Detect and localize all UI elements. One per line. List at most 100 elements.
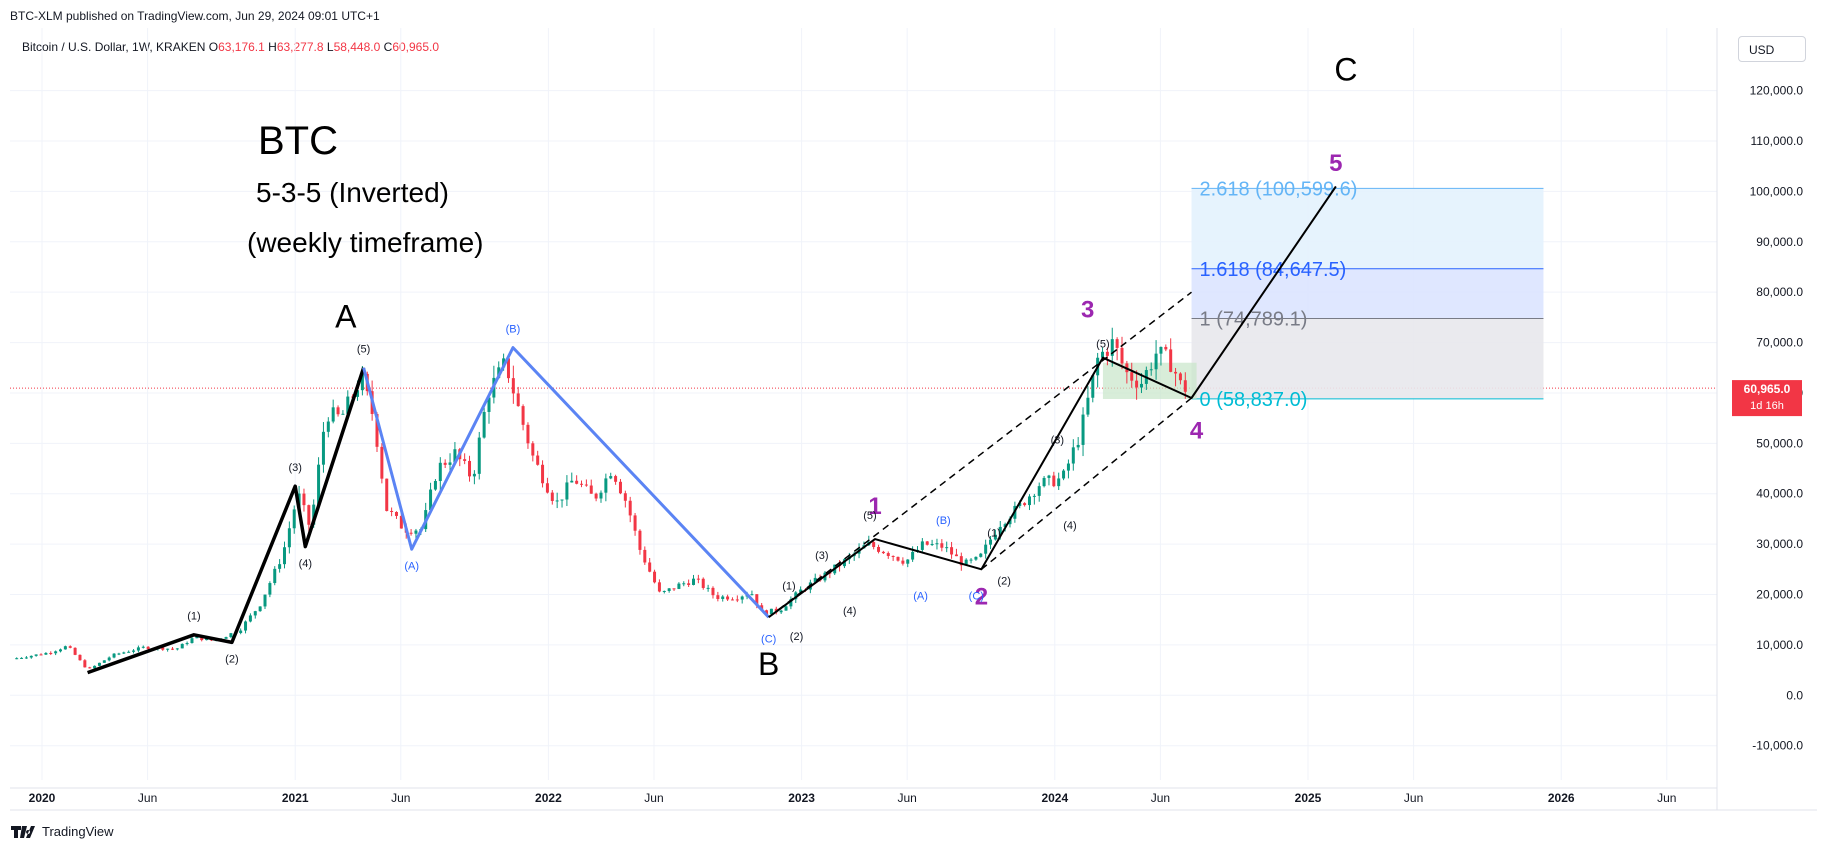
candle-body [195, 636, 199, 639]
candle-body [282, 547, 286, 565]
wave-label: (5) [1096, 339, 1109, 351]
wave-label: 3 [1081, 296, 1094, 323]
candle-body [356, 390, 360, 397]
symbol-legend: Bitcoin / U.S. Dollar, 1W, KRAKEN O63,17… [22, 40, 439, 54]
candle-body [545, 483, 549, 493]
candle-body [34, 654, 38, 656]
ohlc-low-value: 58,448.0 [333, 40, 381, 54]
candle-body [993, 534, 997, 540]
x-tick-label: Jun [138, 791, 157, 805]
candle-body [1164, 346, 1168, 350]
wave-b-line [362, 346, 770, 619]
candle-body [877, 546, 881, 552]
candle-body [68, 646, 72, 648]
candle-body [570, 480, 574, 483]
fib-band [1191, 268, 1544, 319]
candle-body [443, 462, 447, 465]
candle-body [940, 543, 944, 548]
candle-body [336, 407, 340, 415]
candle-body [321, 431, 325, 465]
annotation-title: BTC [258, 119, 338, 163]
candle-body [594, 493, 598, 499]
candle-body [984, 544, 988, 554]
ohlc-high-value: 63,277.8 [276, 40, 324, 54]
x-tick-label: 2024 [1041, 791, 1068, 805]
candle-body [925, 541, 929, 545]
candle-body [692, 578, 696, 585]
wave-label: B [758, 646, 779, 682]
candle-body [1086, 397, 1090, 415]
candle-body [73, 647, 77, 655]
candle-body [487, 397, 491, 412]
candle-body [170, 648, 174, 650]
candle-body [380, 446, 384, 479]
candle-body [200, 636, 204, 641]
candle-body [677, 583, 681, 589]
wave-label: 5 [1329, 150, 1342, 177]
candle-body [229, 633, 233, 638]
candle-body [258, 606, 262, 612]
wave-label: (C) [969, 591, 984, 603]
symbol-name: Bitcoin / U.S. Dollar, 1W, KRAKEN [22, 40, 206, 54]
wave-label: (3) [288, 462, 301, 474]
y-tick-label: 80,000.0 [1756, 285, 1803, 299]
candle-body [1169, 349, 1173, 372]
candle-body [448, 462, 452, 465]
candle-body [409, 532, 413, 534]
fib-band [1191, 188, 1544, 269]
candle-body [341, 413, 345, 415]
candle-body [317, 464, 321, 505]
candle-body [1174, 371, 1178, 374]
candle-body [307, 505, 311, 525]
x-tick-label: Jun [644, 791, 663, 805]
y-tick-label: 110,000.0 [1751, 134, 1804, 148]
candle-body [740, 596, 744, 600]
candle-body [789, 599, 793, 607]
candle-body [964, 559, 968, 566]
candle-body [472, 473, 476, 477]
candle-body [1027, 496, 1031, 506]
currency-button[interactable]: USD [1738, 36, 1806, 62]
candle-body [1037, 486, 1041, 496]
y-tick-label: 50,000.0 [1756, 436, 1803, 450]
candle-body [653, 571, 657, 583]
y-tick-label: 90,000.0 [1756, 235, 1803, 249]
candle-body [1105, 351, 1109, 356]
wave-label: (2) [790, 631, 803, 643]
candle-body [584, 484, 588, 486]
candle-body [1139, 383, 1143, 388]
candle-body [935, 543, 939, 545]
candle-body [414, 530, 418, 534]
candle-body [813, 577, 817, 583]
footer-brand[interactable]: TradingView [10, 824, 114, 839]
fib-level-label: 2.618 (100,599.6) [1200, 178, 1358, 200]
ohlc-close: C60,965.0 [383, 40, 440, 54]
candle-body [1062, 470, 1066, 479]
wave-label: (2) [997, 575, 1010, 587]
x-tick-label: 2022 [535, 791, 562, 805]
candle-body [312, 504, 316, 525]
published-info: BTC-XLM published on TradingView.com, Ju… [10, 9, 380, 23]
grid [10, 28, 1717, 780]
candle-body [29, 655, 33, 658]
candle-body [1018, 503, 1022, 506]
candle-body [146, 646, 150, 650]
candle-body [463, 459, 467, 461]
candle-body [648, 562, 652, 572]
y-tick-label: 30,000.0 [1756, 537, 1803, 551]
candle-body [1042, 477, 1046, 487]
candle-body [1110, 339, 1114, 356]
candle-body [706, 587, 710, 589]
candle-body [390, 510, 394, 512]
candle-body [891, 555, 895, 557]
candle-body [433, 480, 437, 490]
candle-body [565, 482, 569, 500]
footer-brand-text: TradingView [42, 824, 114, 839]
annotation-subtitle-1: 5-3-5 (Inverted) [256, 177, 449, 208]
candle-body [560, 499, 564, 501]
candle-body [701, 578, 705, 588]
wave-label: A [335, 298, 357, 334]
candle-body [253, 611, 257, 616]
candle-body [969, 559, 973, 561]
